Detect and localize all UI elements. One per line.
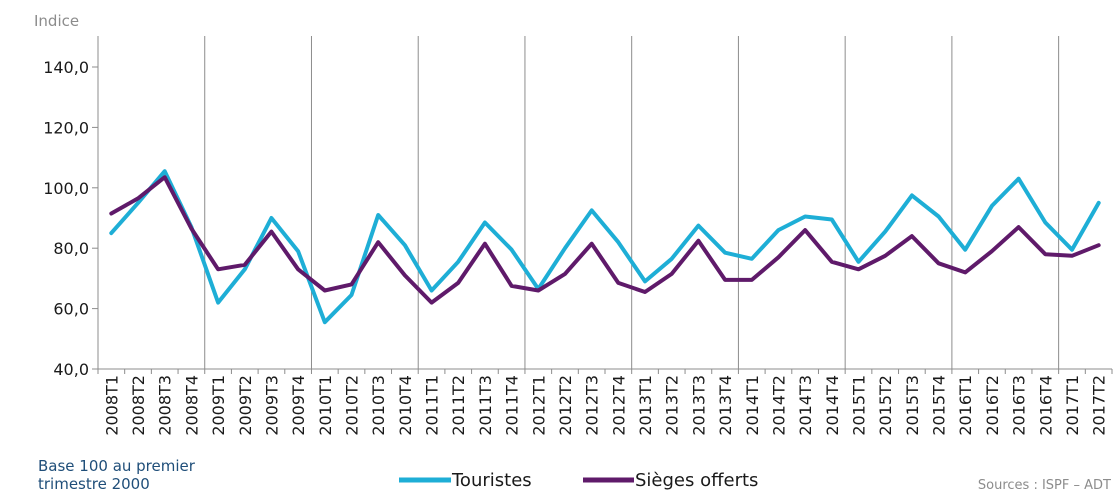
x-tick-label: 2014T1 xyxy=(743,375,762,436)
x-tick-label: 2016T2 xyxy=(983,375,1002,436)
x-tick-label: 2015T1 xyxy=(850,375,869,436)
x-tick-label: 2014T4 xyxy=(823,375,842,436)
x-tick-label: 2011T2 xyxy=(449,375,468,436)
series-lines xyxy=(109,169,1101,325)
x-tick-label: 2008T2 xyxy=(129,375,148,436)
source-note: Sources : ISPF – ADT xyxy=(977,479,1111,492)
x-tick-label: 2012T1 xyxy=(529,375,548,436)
y-tick-labels: 40,0 60,0 80,0 100,0 120,0 140,0 xyxy=(43,58,89,379)
x-tick-label: 2008T3 xyxy=(156,375,175,436)
legend-label-sieges-offerts: Sièges offerts xyxy=(635,470,758,491)
x-tick-label: 2009T4 xyxy=(289,375,308,436)
x-tick-label: 2011T4 xyxy=(503,375,522,436)
x-tick-label: 2011T1 xyxy=(423,375,442,436)
y-tick-label: 140,0 xyxy=(43,58,89,77)
x-tick-label: 2013T4 xyxy=(716,375,735,436)
legend-item-sieges-offerts: Sièges offerts xyxy=(583,470,758,491)
y-tick-label: 80,0 xyxy=(53,239,89,258)
vertical-gridlines xyxy=(204,36,1060,369)
line-chart: 40,0 60,0 80,0 100,0 120,0 140,0 2008T1 2008T2… xyxy=(34,12,1113,436)
x-axis-ticks xyxy=(97,369,1113,374)
x-tick-label: 2015T4 xyxy=(930,375,949,436)
x-tick-label: 2016T3 xyxy=(1010,375,1029,436)
y-tick-label: 100,0 xyxy=(43,179,89,198)
x-tick-label: 2013T1 xyxy=(636,375,655,436)
chart-legend: Touristes Sièges offerts xyxy=(399,470,758,491)
x-tick-label: 2010T2 xyxy=(343,375,362,436)
x-tick-label: 2015T3 xyxy=(903,375,922,436)
x-tick-label: 2008T1 xyxy=(102,375,121,436)
x-tick-label: 2013T2 xyxy=(663,375,682,436)
x-tick-label: 2012T2 xyxy=(556,375,575,436)
x-tick-label: 2009T1 xyxy=(209,375,228,436)
series-line-touristes xyxy=(109,169,1101,325)
x-tick-label: 2008T4 xyxy=(182,375,201,436)
x-tick-label: 2013T3 xyxy=(689,375,708,436)
x-tick-label: 2010T4 xyxy=(396,375,415,436)
y-tick-label: 120,0 xyxy=(43,118,89,137)
y-tick-label: 40,0 xyxy=(53,360,89,379)
x-tick-labels: 2008T1 2008T2 2008T3 2008T4 2009T1 2009T2 2009… xyxy=(102,375,1108,436)
legend-label-touristes: Touristes xyxy=(451,470,532,491)
x-tick-label: 2015T2 xyxy=(876,375,895,436)
x-tick-label: 2009T2 xyxy=(236,375,255,436)
x-tick-label: 2014T2 xyxy=(769,375,788,436)
y-axis-ticks xyxy=(92,66,98,370)
x-tick-label: 2016T1 xyxy=(956,375,975,436)
x-tick-label: 2016T4 xyxy=(1036,375,1055,436)
x-tick-label: 2011T3 xyxy=(476,375,495,436)
x-tick-label: 2012T3 xyxy=(583,375,602,436)
x-tick-label: 2009T3 xyxy=(262,375,281,436)
x-tick-label: 2010T3 xyxy=(369,375,388,436)
x-tick-label: 2014T3 xyxy=(796,375,815,436)
x-tick-label: 2017T1 xyxy=(1063,375,1082,436)
base-note: Base 100 au premier trimestre 2000 xyxy=(38,457,195,492)
x-tick-label: 2012T4 xyxy=(609,375,628,436)
legend-item-touristes: Touristes xyxy=(399,470,532,491)
x-tick-label: 2017T2 xyxy=(1090,375,1109,436)
series-line-sieges-offerts xyxy=(109,175,1101,305)
y-tick-label: 60,0 xyxy=(53,300,89,319)
y-axis-title: Indice xyxy=(34,12,79,30)
x-tick-label: 2010T1 xyxy=(316,375,335,436)
